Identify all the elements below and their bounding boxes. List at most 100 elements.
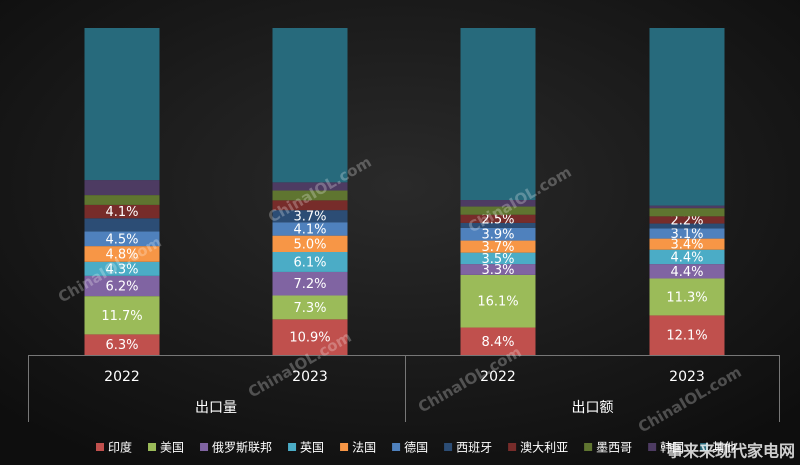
bar-segment <box>649 249 725 265</box>
data-label: 16.1% <box>477 295 518 310</box>
x-tick-label: 2022 <box>480 369 516 385</box>
bar-segment <box>460 264 536 275</box>
bar-segment <box>272 319 348 355</box>
data-label: 3.7% <box>481 240 514 255</box>
data-label: 3.3% <box>481 263 514 278</box>
data-label: 3.4% <box>670 238 703 253</box>
bar-segment <box>272 200 348 211</box>
data-label: 2.2% <box>670 213 703 228</box>
legend-label: 韩国 <box>660 440 684 455</box>
data-label: 6.1% <box>293 255 326 270</box>
group-label: 出口量 <box>195 400 237 416</box>
bar-segment <box>272 210 348 223</box>
data-label: 4.8% <box>105 247 138 262</box>
data-label: 2.5% <box>481 212 514 227</box>
bar-segment <box>84 261 160 276</box>
bar-segment <box>84 204 160 219</box>
bar-segment <box>84 275 160 297</box>
data-label: 5.0% <box>293 237 326 252</box>
bar-segment <box>84 218 160 232</box>
legend-label: 其他 <box>712 441 736 455</box>
legend-swatch <box>648 443 657 451</box>
legend-swatch <box>444 443 453 451</box>
bar-segment <box>649 315 725 355</box>
legend-swatch <box>200 443 209 451</box>
category-axis <box>28 355 780 422</box>
bar-segment <box>272 295 348 320</box>
bar-segment <box>272 222 348 236</box>
legend-label: 德国 <box>404 440 428 455</box>
legend-swatch <box>340 443 349 451</box>
legend-label: 美国 <box>160 441 184 455</box>
bar-segment <box>272 271 348 296</box>
data-label: 6.2% <box>105 280 138 295</box>
legend-swatch <box>508 443 517 451</box>
data-label: 4.1% <box>293 222 326 237</box>
data-label: 11.3% <box>666 290 707 305</box>
legend-label: 印度 <box>108 440 132 455</box>
bar-segment <box>272 235 348 252</box>
data-label: 10.9% <box>289 331 330 346</box>
x-tick-label: 2023 <box>669 369 705 385</box>
bar-segment <box>649 216 725 224</box>
legend-label: 英国 <box>300 441 324 455</box>
data-label: 4.4% <box>670 250 703 265</box>
bar-segment <box>460 222 536 228</box>
bar-segment <box>460 240 536 253</box>
bar-segment <box>649 238 725 250</box>
data-label: 11.7% <box>101 309 142 324</box>
bar-segment <box>649 264 725 279</box>
bar-segment <box>84 28 160 181</box>
data-label: 8.4% <box>481 335 514 350</box>
bar-segment <box>460 200 536 207</box>
bar-segment <box>460 227 536 241</box>
legend-swatch <box>148 443 157 451</box>
legend-label: 法国 <box>352 441 376 455</box>
x-tick-label: 2022 <box>104 369 140 385</box>
bar-segment <box>84 334 160 355</box>
bar-segment <box>649 208 725 217</box>
data-label: 4.3% <box>105 262 138 277</box>
x-tick-label: 2023 <box>292 369 328 385</box>
bar-segment <box>649 228 725 239</box>
data-label: 4.4% <box>670 265 703 280</box>
data-label: 4.1% <box>105 205 138 220</box>
bar-segment <box>460 214 536 223</box>
data-label: 12.1% <box>666 329 707 344</box>
bar-segment <box>272 182 348 191</box>
legend-swatch <box>584 443 593 451</box>
bar-segment <box>84 296 160 335</box>
bar-segment <box>649 28 725 206</box>
bar-segment <box>272 28 348 183</box>
legend-swatch <box>96 443 104 451</box>
data-label: 6.3% <box>105 338 138 353</box>
bar-segment <box>649 223 725 229</box>
data-label: 7.3% <box>293 301 326 316</box>
data-label: 3.7% <box>293 210 326 225</box>
bar-segment <box>460 252 536 265</box>
bar-segment <box>84 231 160 247</box>
bar-segment <box>649 205 725 209</box>
bar-segment <box>460 327 536 355</box>
bar-segment <box>460 274 536 328</box>
legend-swatch <box>288 443 297 451</box>
legend-swatch <box>392 443 401 451</box>
bar-segment <box>460 206 536 215</box>
legend-swatch <box>700 443 709 451</box>
data-label: 3.5% <box>481 252 514 267</box>
data-label: 7.2% <box>293 277 326 292</box>
legend-label: 墨西哥 <box>596 441 632 455</box>
bar-segment <box>84 246 160 262</box>
data-label: 4.5% <box>105 232 138 247</box>
bar-segment <box>272 190 348 201</box>
bar-segment <box>460 28 536 201</box>
group-label: 出口额 <box>572 400 614 416</box>
bar-segment <box>84 180 160 196</box>
data-label: 3.9% <box>481 228 514 243</box>
bar-segment <box>84 195 160 205</box>
legend-label: 俄罗斯联邦 <box>212 441 272 455</box>
data-label: 3.1% <box>670 227 703 242</box>
footer-watermark: 事来来现代家电网 <box>667 442 795 461</box>
bar-segment <box>649 278 725 316</box>
